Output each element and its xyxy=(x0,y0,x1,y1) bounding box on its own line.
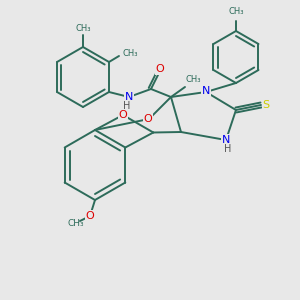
Text: S: S xyxy=(262,100,269,110)
Text: H: H xyxy=(123,101,131,111)
Text: O: O xyxy=(118,110,127,120)
Text: O: O xyxy=(85,211,94,221)
Text: N: N xyxy=(222,135,230,145)
Text: O: O xyxy=(156,64,164,74)
Text: H: H xyxy=(224,144,232,154)
Text: CH₃: CH₃ xyxy=(228,7,244,16)
Text: N: N xyxy=(125,92,133,102)
Text: O: O xyxy=(144,114,152,124)
Text: CH₃: CH₃ xyxy=(186,75,202,84)
Text: CH₃: CH₃ xyxy=(68,220,84,229)
Text: CH₃: CH₃ xyxy=(123,50,139,58)
Text: CH₃: CH₃ xyxy=(75,24,91,33)
Text: N: N xyxy=(202,86,210,96)
